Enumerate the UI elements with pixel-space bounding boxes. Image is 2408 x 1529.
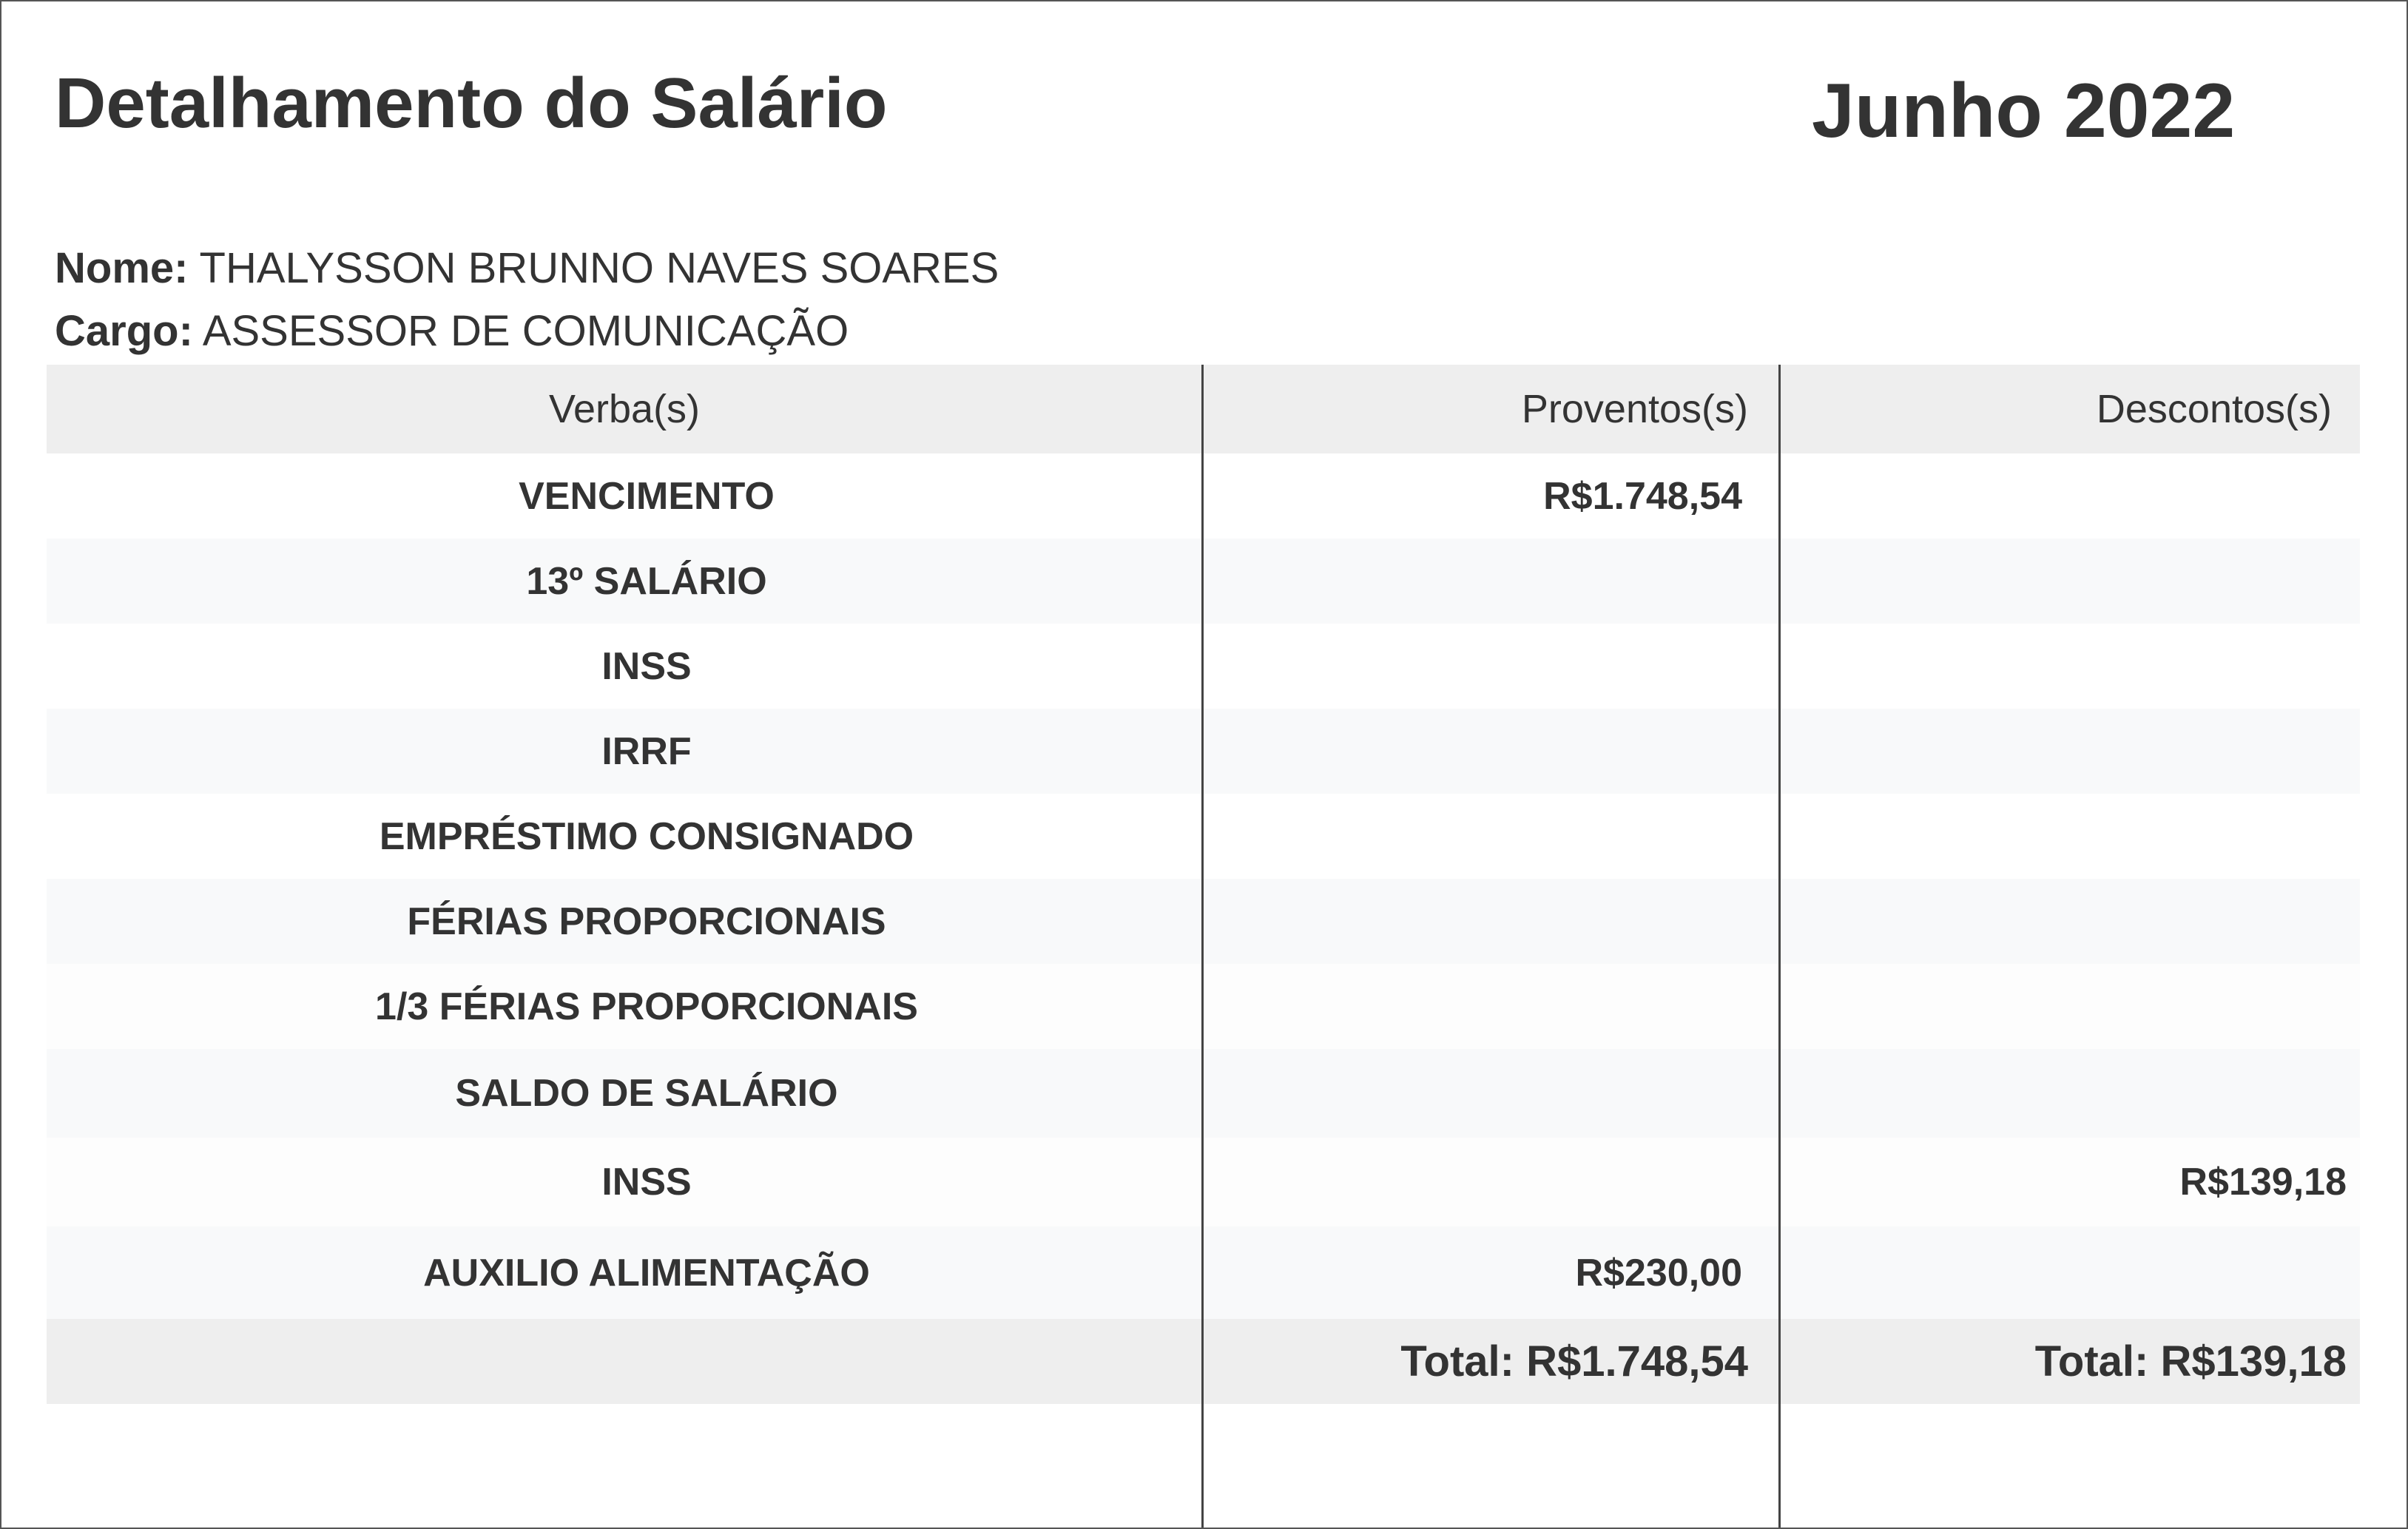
column-divider-proventos [1201, 365, 1204, 1528]
provento-cell: R$230,00 [1575, 1251, 1742, 1295]
verba-cell: FÉRIAS PROPORCIONAIS [407, 899, 886, 943]
provento-cell [1202, 794, 1779, 879]
verba-cell: AUXILIO ALIMENTAÇÃO [423, 1251, 870, 1295]
verba-cell: SALDO DE SALÁRIO [455, 1072, 838, 1115]
verba-cell: EMPRÉSTIMO CONSIGNADO [379, 814, 914, 858]
name-label: Nome: [55, 244, 189, 292]
column-header-descontos: Descontos(s) [2096, 387, 2332, 431]
provento-cell [1202, 879, 1779, 964]
total-proventos: Total: R$1.748,54 [1400, 1337, 1748, 1385]
total-descontos: Total: R$139,18 [2034, 1337, 2347, 1385]
desconto-cell [1779, 624, 2360, 709]
employee-name-line: Nome: THALYSSON BRUNNO NAVES SOARES [55, 243, 999, 294]
verba-cell: IRRF [601, 729, 692, 773]
page-title: Detalhamento do Salário [55, 64, 888, 143]
desconto-cell [1779, 879, 2360, 964]
employee-role-line: Cargo: ASSESSOR DE COMUNICAÇÃO [55, 306, 849, 357]
provento-cell [1202, 1049, 1779, 1138]
table-row: INSS [47, 624, 2360, 709]
provento-cell [1202, 539, 1779, 624]
total-verba-cell [47, 1319, 1202, 1404]
table-row: VENCIMENTO R$1.748,54 [47, 453, 2360, 539]
role-value: ASSESSOR DE COMUNICAÇÃO [202, 307, 849, 355]
verba-cell: INSS [601, 1161, 692, 1204]
verba-cell: INSS [601, 644, 692, 688]
table-row: EMPRÉSTIMO CONSIGNADO [47, 794, 2360, 879]
verba-cell: 13º SALÁRIO [526, 559, 767, 603]
desconto-cell [1779, 964, 2360, 1049]
column-header-verba: Verba(s) [548, 387, 701, 431]
verba-cell: 1/3 FÉRIAS PROPORCIONAIS [375, 985, 918, 1028]
desconto-cell [1779, 794, 2360, 879]
column-divider-descontos [1778, 365, 1781, 1528]
provento-cell [1202, 709, 1779, 794]
desconto-cell [1779, 539, 2360, 624]
period-label: Junho 2022 [1812, 68, 2236, 154]
provento-cell: R$1.748,54 [1543, 474, 1742, 518]
desconto-cell [1779, 709, 2360, 794]
provento-cell [1202, 964, 1779, 1049]
verba-cell: VENCIMENTO [519, 474, 775, 518]
name-value: THALYSSON BRUNNO NAVES SOARES [199, 244, 999, 292]
provento-cell [1202, 1138, 1779, 1226]
desconto-cell [1779, 1049, 2360, 1138]
provento-cell [1202, 624, 1779, 709]
desconto-cell: R$139,18 [2179, 1161, 2347, 1204]
column-header-proventos: Proventos(s) [1521, 387, 1748, 431]
role-label: Cargo: [55, 307, 193, 355]
desconto-cell [1779, 453, 2360, 539]
desconto-cell [1779, 1226, 2360, 1319]
